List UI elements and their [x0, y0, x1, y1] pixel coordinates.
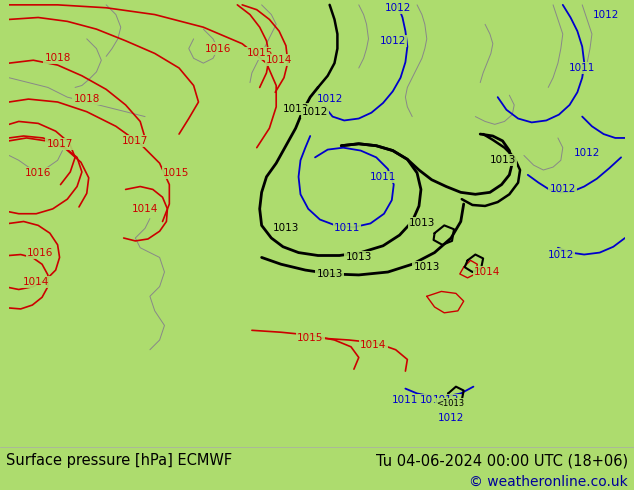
Text: 1011: 1011: [392, 395, 418, 405]
Text: 1014: 1014: [266, 55, 292, 65]
Text: 1018: 1018: [74, 94, 100, 104]
Text: 1013: 1013: [409, 219, 435, 228]
Text: 1013: 1013: [273, 223, 299, 233]
Text: Tu 04-06-2024 00:00 UTC (18+06): Tu 04-06-2024 00:00 UTC (18+06): [375, 453, 628, 468]
Text: 1015: 1015: [163, 168, 190, 178]
Text: Surface pressure [hPa] ECMWF: Surface pressure [hPa] ECMWF: [6, 453, 233, 468]
Text: 1011: 1011: [334, 223, 360, 233]
Text: 1015: 1015: [297, 333, 323, 343]
Text: 1014: 1014: [474, 267, 500, 277]
Text: 1012: 1012: [574, 148, 600, 158]
Text: 1014: 1014: [23, 277, 49, 287]
Text: 1012: 1012: [316, 94, 343, 104]
Text: 1011: 1011: [569, 63, 595, 73]
Text: 1016: 1016: [25, 168, 51, 178]
Text: 1017: 1017: [46, 139, 73, 149]
Text: 1012: 1012: [384, 3, 411, 13]
Text: 1017: 1017: [122, 136, 148, 146]
Text: 1015: 1015: [247, 49, 273, 58]
Text: 1013: 1013: [282, 104, 309, 114]
Text: <1013: <1013: [436, 399, 464, 408]
Text: 1012: 1012: [592, 10, 619, 20]
Text: 1013: 1013: [489, 155, 515, 165]
Text: 1016: 1016: [27, 247, 53, 258]
Text: 1016: 1016: [205, 44, 231, 53]
Text: 1011: 1011: [370, 172, 396, 182]
Text: 1013: 1013: [346, 252, 372, 263]
Text: 1014: 1014: [360, 340, 387, 350]
Text: 1012: 1012: [438, 413, 464, 423]
Text: 1012: 1012: [548, 249, 574, 260]
Text: 1013: 1013: [413, 262, 440, 272]
Text: 1012: 1012: [380, 36, 406, 46]
Text: 1012: 1012: [550, 184, 576, 195]
Text: 1012: 1012: [302, 107, 328, 117]
Text: 1012: 1012: [420, 395, 446, 405]
Text: 1013: 1013: [316, 269, 343, 279]
Text: 1013: 1013: [433, 395, 460, 405]
Text: 1018: 1018: [44, 53, 71, 63]
Text: © weatheronline.co.uk: © weatheronline.co.uk: [469, 475, 628, 489]
Text: 1014: 1014: [132, 204, 158, 214]
